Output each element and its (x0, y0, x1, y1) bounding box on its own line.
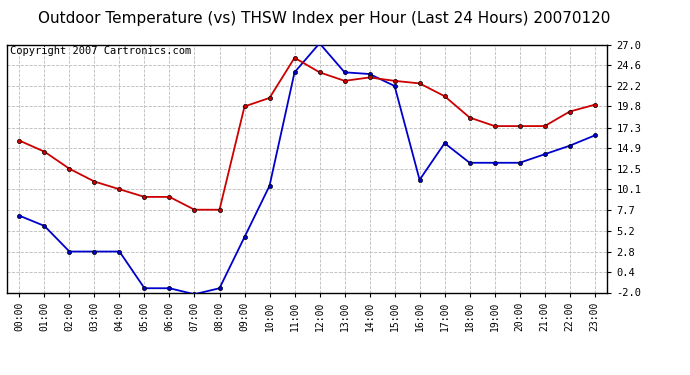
Text: Outdoor Temperature (vs) THSW Index per Hour (Last 24 Hours) 20070120: Outdoor Temperature (vs) THSW Index per … (38, 11, 611, 26)
Text: Copyright 2007 Cartronics.com: Copyright 2007 Cartronics.com (10, 46, 191, 56)
